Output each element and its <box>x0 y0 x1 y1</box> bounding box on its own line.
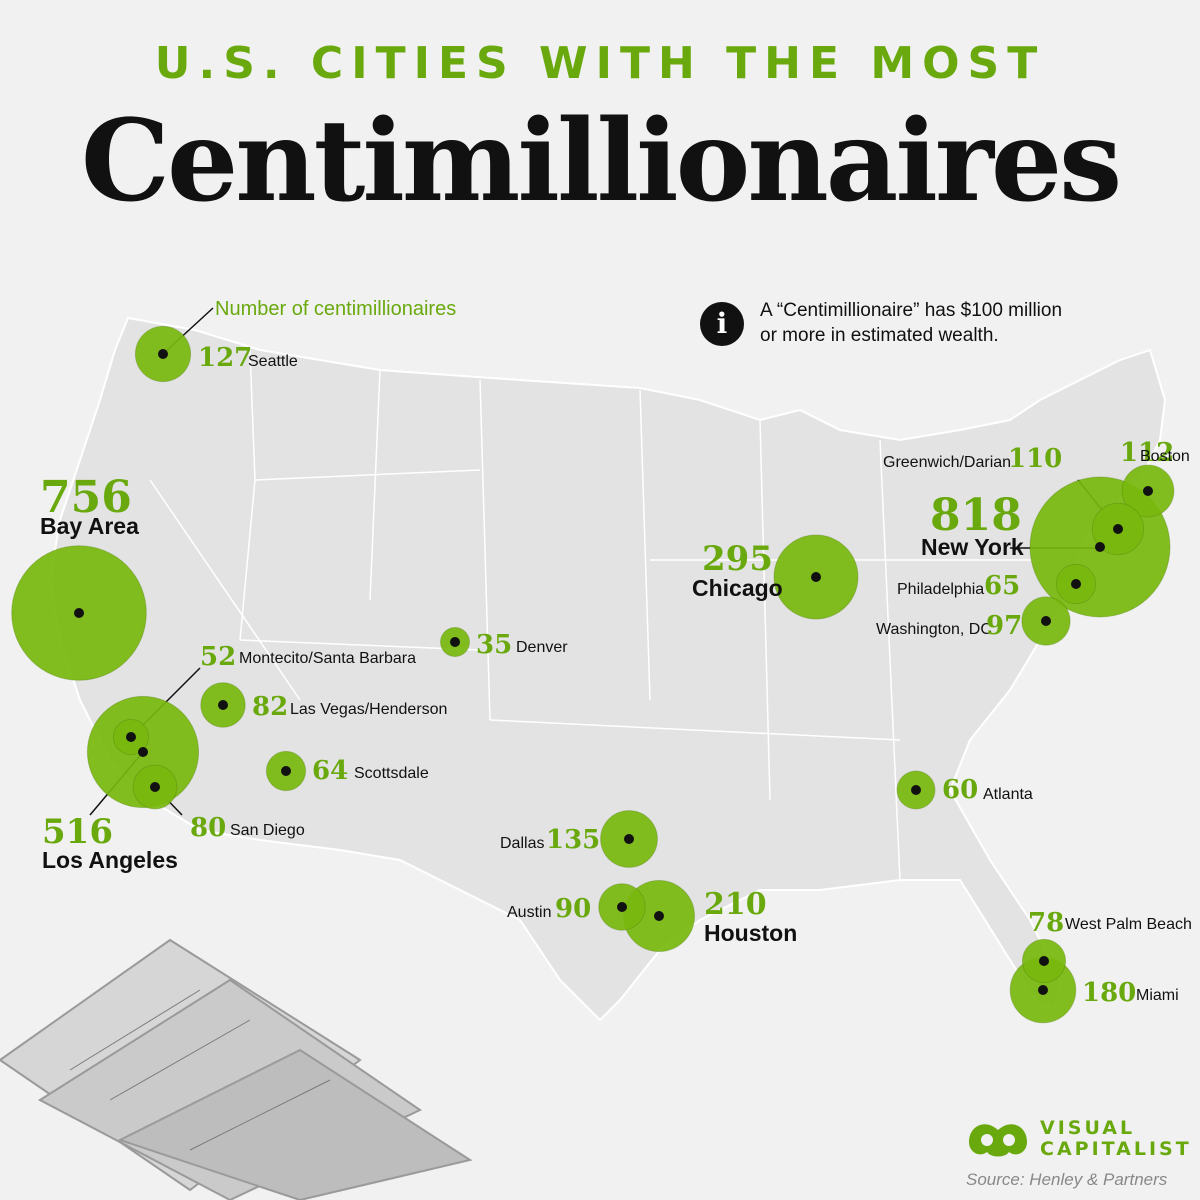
state-borders <box>149 349 1060 881</box>
city-houston: Houston <box>704 920 798 946</box>
city-los-angeles: Los Angeles <box>42 847 178 873</box>
dot-washington-dc <box>1041 616 1051 626</box>
info-icon: i <box>700 302 744 346</box>
value-denver: 35 <box>476 630 513 660</box>
city-austin: Austin <box>507 904 552 921</box>
dot-west-palm-beach <box>1039 956 1049 966</box>
value-philadelphia: 65 <box>984 571 1021 601</box>
value-new-york: 818 <box>930 490 1022 541</box>
value-scottsdale: 64 <box>312 756 349 786</box>
dot-las-vegas-henderson <box>218 700 228 710</box>
city-greenwich: Greenwich/Darian <box>883 454 1012 471</box>
brand-name: VISUAL CAPITALIST <box>1040 1118 1192 1160</box>
city-montecito: Montecito/Santa Barbara <box>239 650 416 667</box>
dot-dallas <box>624 834 634 844</box>
brand-line-1: VISUAL <box>1040 1117 1136 1139</box>
headline-kicker: U.S. CITIES WITH THE MOST <box>154 38 1046 89</box>
value-los-angeles: 516 <box>42 812 113 852</box>
value-bay-area: 756 <box>40 472 132 523</box>
city-san-diego: San Diego <box>230 822 305 839</box>
dot-new-york <box>1095 542 1105 552</box>
info-note: A “Centimillionaire” has $100 million or… <box>760 300 1063 346</box>
value-houston: 210 <box>704 887 767 922</box>
city-miami: Miami <box>1136 987 1179 1004</box>
dot-miami <box>1038 985 1048 995</box>
value-las-vegas: 82 <box>252 692 289 722</box>
value-greenwich: 110 <box>1008 444 1063 474</box>
bubble-layer <box>11 325 1175 1024</box>
city-scottsdale: Scottsdale <box>354 765 429 782</box>
value-dallas: 135 <box>546 825 601 855</box>
city-philadelphia: Philadelphia <box>897 581 985 598</box>
dot-denver <box>450 637 460 647</box>
dot-houston <box>654 911 664 921</box>
headline-title: Centimillionaires <box>80 96 1122 227</box>
dot-san-diego <box>150 782 160 792</box>
city-atlanta: Atlanta <box>983 786 1033 803</box>
value-atlanta: 60 <box>942 775 979 805</box>
value-boston: 112 <box>1120 438 1175 468</box>
value-seattle: 127 <box>198 343 253 373</box>
city-new-york: New York <box>921 534 1024 560</box>
value-miami: 180 <box>1082 978 1137 1008</box>
dot-scottsdale <box>281 766 291 776</box>
value-washington: 97 <box>986 611 1023 641</box>
dot-los-angeles <box>138 747 148 757</box>
city-denver: Denver <box>516 639 568 656</box>
city-las-vegas: Las Vegas/Henderson <box>290 701 448 718</box>
visual-capitalist-logo <box>969 1124 1027 1157</box>
dot-austin <box>617 902 627 912</box>
value-san-diego: 80 <box>190 813 227 843</box>
legend-label: Number of centimillionaires <box>215 298 457 320</box>
dot-philadelphia <box>1071 579 1081 589</box>
dot-chicago <box>811 572 821 582</box>
city-boston: Boston <box>1140 448 1190 465</box>
city-bay-area: Bay Area <box>40 513 139 539</box>
dot-boston <box>1143 486 1153 496</box>
city-west-palm-beach: West Palm Beach <box>1065 916 1192 933</box>
city-dallas: Dallas <box>500 835 545 852</box>
dot-greenwich-darian <box>1113 524 1123 534</box>
value-chicago: 295 <box>702 539 773 579</box>
dot-montecito-santa-barbara <box>126 732 136 742</box>
dot-atlanta <box>911 785 921 795</box>
brand-line-2: CAPITALIST <box>1040 1138 1192 1160</box>
source-note: Source: Henley & Partners <box>966 1170 1168 1189</box>
city-washington: Washington, DC <box>876 621 992 638</box>
value-montecito: 52 <box>200 642 237 672</box>
dot-bay-area <box>74 608 84 618</box>
value-austin: 90 <box>555 894 592 924</box>
city-seattle: Seattle <box>248 353 298 370</box>
city-chicago: Chicago <box>692 575 783 601</box>
value-west-palm-beach: 78 <box>1028 908 1065 938</box>
dot-seattle <box>158 349 168 359</box>
money-stack-image <box>0 938 473 1200</box>
